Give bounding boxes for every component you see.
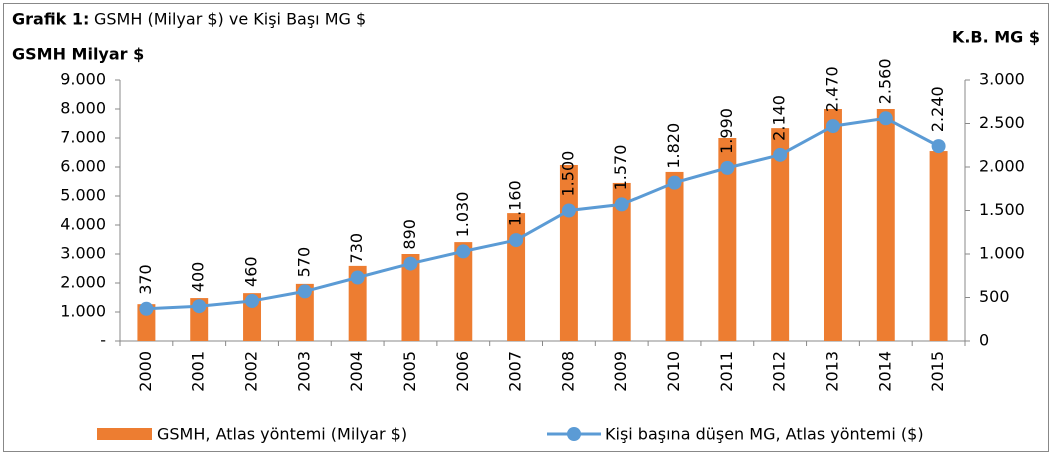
x-tick-label: 2001	[189, 351, 208, 392]
data-label: 400	[189, 262, 208, 293]
x-tick-label: 2003	[294, 351, 313, 392]
data-label: 2.560	[875, 58, 894, 104]
point	[825, 119, 840, 134]
y-tick-label: -	[100, 331, 106, 350]
y2-tick-label: 2.000	[979, 157, 1025, 176]
x-tick-label: 2007	[506, 351, 525, 392]
data-label: 570	[294, 247, 313, 278]
data-label: 890	[400, 219, 419, 250]
y2-tick-label: 1.000	[979, 244, 1025, 263]
x-tick-label: 2011	[717, 351, 736, 392]
legend-swatch	[97, 428, 152, 440]
y2-tick-label: 3.000	[979, 70, 1025, 89]
point	[192, 299, 207, 314]
y-tick-label: 3.000	[60, 244, 106, 263]
x-tick-label: 2012	[770, 351, 789, 392]
y2-tick-label: 2.500	[979, 113, 1025, 132]
bar	[929, 151, 948, 341]
data-label: 2.140	[770, 95, 789, 141]
data-label: 1.570	[611, 145, 630, 191]
data-label: 1.820	[664, 123, 683, 169]
data-label: 1.030	[453, 192, 472, 238]
y2-tick-label: 500	[979, 287, 1010, 306]
data-label: 370	[136, 264, 155, 295]
y-axis-label: GSMH Milyar $	[12, 45, 144, 64]
data-label: 2.470	[822, 66, 841, 112]
y-tick-label: 7.000	[60, 128, 106, 147]
x-tick-label: 2013	[822, 351, 841, 392]
bar	[348, 265, 367, 341]
point	[297, 284, 312, 299]
y2-tick-label: 0	[979, 331, 989, 350]
point	[139, 301, 154, 316]
point	[350, 270, 365, 285]
x-tick-label: 2002	[242, 351, 261, 392]
x-tick-label: 2009	[611, 351, 630, 392]
x-tick-label: 2004	[347, 351, 366, 392]
legend-label: Kişi başına düşen MG, Atlas yöntemi ($)	[605, 425, 924, 444]
bar	[401, 254, 420, 341]
point	[403, 256, 418, 271]
point	[931, 139, 946, 154]
point	[561, 203, 576, 218]
x-tick-label: 2014	[875, 351, 894, 392]
point	[773, 147, 788, 162]
point	[456, 244, 471, 259]
point	[245, 293, 260, 308]
legend-label: GSMH, Atlas yöntemi (Milyar $)	[157, 425, 407, 444]
bar	[454, 242, 473, 341]
chart-title: GSMH (Milyar $) ve Kişi Başı MG $	[94, 10, 366, 29]
y-tick-label: 1.000	[60, 302, 106, 321]
data-label: 1.160	[506, 180, 525, 226]
data-label: 730	[347, 233, 366, 264]
x-tick-label: 2010	[664, 351, 683, 392]
point	[614, 197, 629, 212]
data-label: 2.240	[928, 86, 947, 132]
x-tick-label: 2005	[400, 351, 419, 392]
bar	[665, 171, 684, 341]
y-tick-label: 2.000	[60, 273, 106, 292]
chart-border	[3, 3, 1049, 452]
y2-tick-label: 1.500	[979, 200, 1025, 219]
chart-title-label: Grafik 1:	[12, 10, 89, 29]
data-label: 460	[242, 256, 261, 287]
y-tick-label: 5.000	[60, 186, 106, 205]
bar	[507, 213, 526, 341]
point	[509, 233, 524, 248]
y-tick-label: 9.000	[60, 70, 106, 89]
bar	[295, 283, 314, 341]
x-tick-label: 2008	[558, 351, 577, 392]
data-label: 1.990	[717, 108, 736, 154]
bar	[771, 128, 790, 341]
point	[878, 111, 893, 126]
y-tick-label: 8.000	[60, 99, 106, 118]
legend-swatch	[567, 427, 581, 441]
point	[720, 160, 735, 175]
bar	[718, 138, 737, 341]
x-tick-label: 2006	[453, 351, 472, 392]
line	[146, 116, 940, 311]
data-label: 1.500	[558, 151, 577, 197]
bar	[876, 109, 895, 341]
bar	[823, 109, 842, 341]
x-tick-label: 2015	[928, 351, 947, 392]
y-tick-label: 4.000	[60, 215, 106, 234]
x-tick-label: 2000	[136, 351, 155, 392]
y2-axis-label: K.B. MG $	[952, 28, 1040, 47]
y-tick-label: 6.000	[60, 157, 106, 176]
bar	[612, 182, 631, 341]
point	[667, 175, 682, 190]
